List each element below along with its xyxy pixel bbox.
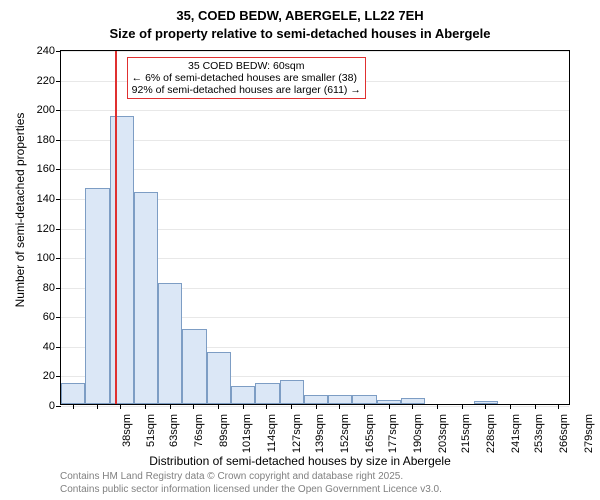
xtick-label: 253sqm bbox=[533, 414, 545, 458]
ytick-label: 80 bbox=[25, 282, 55, 294]
xtick-mark bbox=[145, 404, 146, 409]
xtick-label: 76sqm bbox=[193, 414, 205, 458]
xtick-mark bbox=[243, 404, 244, 409]
xtick-mark bbox=[412, 404, 413, 409]
xtick-label: 228sqm bbox=[485, 414, 497, 458]
ytick-mark bbox=[56, 199, 61, 200]
ytick-mark bbox=[56, 110, 61, 111]
ytick-mark bbox=[56, 169, 61, 170]
xtick-mark bbox=[316, 404, 317, 409]
ytick-label: 200 bbox=[25, 104, 55, 116]
annotation-box: 35 COED BEDW: 60sqm← 6% of semi-detached… bbox=[127, 57, 366, 99]
xtick-mark bbox=[170, 404, 171, 409]
xtick-label: 38sqm bbox=[121, 414, 133, 458]
xtick-mark bbox=[120, 404, 121, 409]
xtick-label: 89sqm bbox=[218, 414, 230, 458]
ytick-mark bbox=[56, 376, 61, 377]
xtick-label: 279sqm bbox=[583, 414, 595, 458]
chart-container: 35, COED BEDW, ABERGELE, LL22 7EH Size o… bbox=[0, 0, 600, 500]
histogram-bar bbox=[231, 386, 255, 404]
xtick-mark bbox=[510, 404, 511, 409]
xtick-mark bbox=[558, 404, 559, 409]
ytick-label: 140 bbox=[25, 193, 55, 205]
xtick-label: 152sqm bbox=[339, 414, 351, 458]
histogram-bar bbox=[134, 192, 158, 404]
ytick-label: 180 bbox=[25, 134, 55, 146]
xtick-label: 266sqm bbox=[558, 414, 570, 458]
xtick-label: 51sqm bbox=[145, 414, 157, 458]
histogram-bar bbox=[304, 395, 328, 404]
ytick-label: 20 bbox=[25, 370, 55, 382]
gridline bbox=[61, 110, 569, 111]
xtick-label: 139sqm bbox=[314, 414, 326, 458]
histogram-bar bbox=[61, 383, 85, 404]
annotation-line: 92% of semi-detached houses are larger (… bbox=[132, 84, 361, 96]
xtick-mark bbox=[193, 404, 194, 409]
ytick-label: 120 bbox=[25, 223, 55, 235]
annotation-line: 35 COED BEDW: 60sqm bbox=[132, 60, 361, 72]
xtick-mark bbox=[437, 404, 438, 409]
gridline bbox=[61, 406, 569, 407]
xtick-mark bbox=[462, 404, 463, 409]
xtick-mark bbox=[266, 404, 267, 409]
xtick-label: 177sqm bbox=[387, 414, 399, 458]
histogram-bar bbox=[352, 395, 376, 404]
footer-line2: Contains public sector information licen… bbox=[60, 484, 442, 495]
ytick-label: 100 bbox=[25, 252, 55, 264]
ytick-mark bbox=[56, 317, 61, 318]
plot-area: 02040608010012014016018020022024038sqm51… bbox=[60, 50, 570, 405]
xtick-label: 215sqm bbox=[460, 414, 472, 458]
xtick-label: 127sqm bbox=[291, 414, 303, 458]
xtick-mark bbox=[339, 404, 340, 409]
gridline bbox=[61, 140, 569, 141]
x-axis-label: Distribution of semi-detached houses by … bbox=[0, 454, 600, 468]
ytick-mark bbox=[56, 347, 61, 348]
histogram-bar bbox=[328, 395, 352, 404]
ytick-mark bbox=[56, 140, 61, 141]
histogram-bar bbox=[474, 401, 498, 404]
xtick-label: 203sqm bbox=[437, 414, 449, 458]
ytick-label: 160 bbox=[25, 163, 55, 175]
xtick-mark bbox=[485, 404, 486, 409]
histogram-bar bbox=[401, 398, 425, 404]
ytick-mark bbox=[56, 51, 61, 52]
xtick-mark bbox=[535, 404, 536, 409]
chart-title-line2: Size of property relative to semi-detach… bbox=[0, 26, 600, 41]
ytick-label: 40 bbox=[25, 341, 55, 353]
histogram-bar bbox=[280, 380, 304, 404]
ytick-mark bbox=[56, 81, 61, 82]
xtick-label: 114sqm bbox=[266, 414, 278, 458]
xtick-label: 165sqm bbox=[364, 414, 376, 458]
histogram-bar bbox=[255, 383, 279, 404]
annotation-line: ← 6% of semi-detached houses are smaller… bbox=[132, 72, 361, 84]
ytick-mark bbox=[56, 288, 61, 289]
ytick-mark bbox=[56, 406, 61, 407]
xtick-label: 241sqm bbox=[510, 414, 522, 458]
chart-title-line1: 35, COED BEDW, ABERGELE, LL22 7EH bbox=[0, 8, 600, 23]
xtick-mark bbox=[291, 404, 292, 409]
footer-line1: Contains HM Land Registry data © Crown c… bbox=[60, 471, 403, 482]
xtick-mark bbox=[218, 404, 219, 409]
ytick-label: 220 bbox=[25, 75, 55, 87]
histogram-bar bbox=[158, 283, 182, 404]
gridline bbox=[61, 51, 569, 52]
gridline bbox=[61, 169, 569, 170]
ytick-label: 240 bbox=[25, 45, 55, 57]
histogram-bar bbox=[207, 352, 231, 404]
xtick-label: 63sqm bbox=[168, 414, 180, 458]
histogram-bar bbox=[85, 188, 109, 404]
xtick-mark bbox=[97, 404, 98, 409]
xtick-mark bbox=[364, 404, 365, 409]
ytick-mark bbox=[56, 258, 61, 259]
property-marker-line bbox=[115, 51, 117, 404]
ytick-label: 60 bbox=[25, 311, 55, 323]
ytick-mark bbox=[56, 229, 61, 230]
histogram-bar bbox=[182, 329, 206, 404]
histogram-bar bbox=[110, 116, 134, 404]
xtick-label: 101sqm bbox=[241, 414, 253, 458]
xtick-label: 190sqm bbox=[412, 414, 424, 458]
xtick-mark bbox=[389, 404, 390, 409]
ytick-label: 0 bbox=[25, 400, 55, 412]
xtick-mark bbox=[73, 404, 74, 409]
